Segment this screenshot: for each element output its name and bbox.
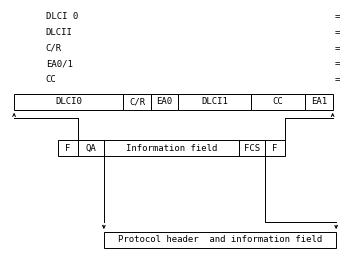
Text: QA: QA <box>86 144 96 153</box>
Text: DLCI1: DLCI1 <box>201 97 228 107</box>
Text: Protocol header  and information field: Protocol header and information field <box>118 235 322 245</box>
Text: C/R: C/R <box>46 44 62 53</box>
Bar <box>178 94 251 110</box>
Bar <box>265 140 285 156</box>
Bar <box>104 140 239 156</box>
Bar <box>14 94 123 110</box>
Text: =: = <box>334 75 340 84</box>
Text: FCS: FCS <box>244 144 260 153</box>
Bar <box>151 94 178 110</box>
Text: =: = <box>334 44 340 53</box>
Text: EA0: EA0 <box>156 97 172 107</box>
Text: Information field: Information field <box>126 144 217 153</box>
Text: DLCII: DLCII <box>46 28 73 37</box>
Text: F: F <box>65 144 71 153</box>
Text: EA1: EA1 <box>311 97 327 107</box>
Text: C/R: C/R <box>129 97 145 107</box>
Bar <box>123 94 151 110</box>
Bar <box>251 94 305 110</box>
Text: DLCI 0: DLCI 0 <box>46 12 78 21</box>
Bar <box>239 140 265 156</box>
Text: F: F <box>272 144 278 153</box>
Text: EA0/1: EA0/1 <box>46 60 73 69</box>
Bar <box>305 94 333 110</box>
Bar <box>58 140 78 156</box>
Bar <box>104 232 336 248</box>
Text: =: = <box>334 28 340 37</box>
Text: =: = <box>334 60 340 69</box>
Text: =: = <box>334 12 340 21</box>
Text: CC: CC <box>273 97 283 107</box>
Bar <box>78 140 104 156</box>
Text: CC: CC <box>46 75 57 84</box>
Text: DLCI0: DLCI0 <box>55 97 82 107</box>
